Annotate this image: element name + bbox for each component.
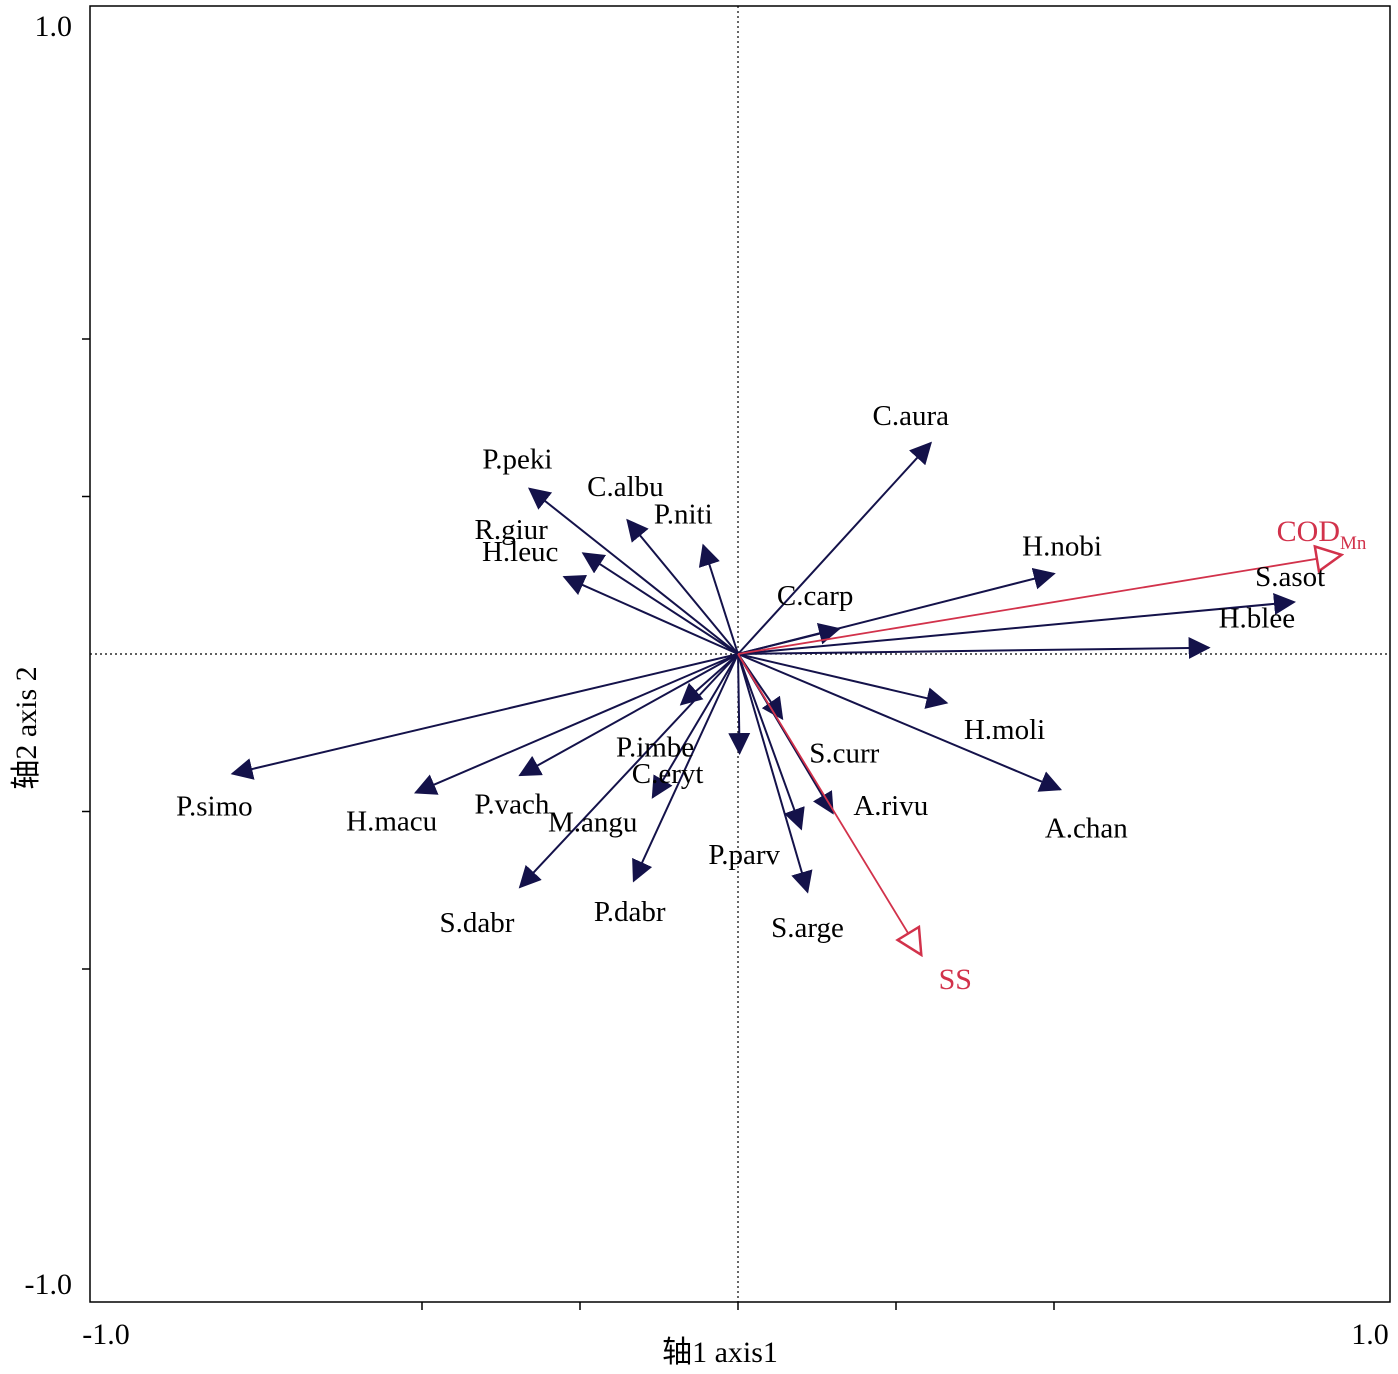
species-arrow-r-giur xyxy=(581,552,739,655)
species-arrow-p-parv xyxy=(737,653,805,831)
species-arrow-p-dabr xyxy=(632,653,739,883)
species-label-c-carp: C.carp xyxy=(777,580,854,612)
species-arrow-p-niti xyxy=(698,543,739,655)
species-label-h-leuc: H.leuc xyxy=(482,536,559,568)
species-arrow-p-vach xyxy=(518,653,739,777)
species-label-s-asot: S.asot xyxy=(1255,561,1325,593)
species-arrow-p-simo xyxy=(230,653,739,780)
species-arrow-s-arge xyxy=(737,653,813,894)
species-arrow-c-albu xyxy=(626,518,739,655)
env-label-subscript: Mn xyxy=(1340,533,1367,554)
y-tick-label-max: 1.0 xyxy=(35,10,73,43)
species-label-c-albu: C.albu xyxy=(587,471,664,503)
env-arrow-cod xyxy=(737,555,1342,655)
environment-arrows xyxy=(737,555,1342,955)
species-label-p-dabr: P.dabr xyxy=(594,896,666,928)
species-label-p-niti: P.niti xyxy=(654,498,713,530)
x-tick-label-max: 1.0 xyxy=(1351,1318,1389,1351)
species-arrow-c-carp xyxy=(737,623,841,655)
x-tick-label-min: -1.0 xyxy=(82,1318,130,1351)
species-arrow-h-macu xyxy=(413,653,739,795)
species-label-m-angu: M.angu xyxy=(548,806,637,838)
axis-ticks xyxy=(82,338,1055,1310)
y-axis-title: 轴2 axis 2 xyxy=(10,666,43,789)
x-axis-title: 轴1 axis1 xyxy=(662,1336,778,1369)
env-label-main: SS xyxy=(939,963,972,996)
species-arrow-c-eryt xyxy=(728,653,751,756)
species-label-c-aura: C.aura xyxy=(873,400,950,432)
species-arrows xyxy=(230,441,1296,894)
species-arrow-h-moli xyxy=(737,653,949,709)
env-label-ss: SS xyxy=(939,963,972,996)
y-tick-label-min: -1.0 xyxy=(25,1268,73,1301)
species-arrow-m-angu xyxy=(651,653,739,799)
species-label-p-simo: P.simo xyxy=(176,791,253,823)
species-label-h-nobi: H.nobi xyxy=(1022,531,1102,563)
species-arrow-a-chan xyxy=(737,653,1063,792)
species-label-h-blee: H.blee xyxy=(1219,603,1296,635)
species-label-p-imbe: P.imbe xyxy=(616,731,694,763)
species-label-a-rivu: A.rivu xyxy=(853,790,928,822)
species-label-h-macu: H.macu xyxy=(346,806,437,838)
species-arrow-s-dabr xyxy=(518,653,739,889)
species-label-s-arge: S.arge xyxy=(771,912,844,944)
env-label-cod: CODMn xyxy=(1277,515,1367,554)
species-arrow-p-peki xyxy=(528,487,739,655)
species-arrow-s-asot xyxy=(737,592,1296,655)
env-arrow-ss xyxy=(737,653,921,955)
species-arrow-c-aura xyxy=(737,441,932,655)
species-label-h-moli: H.moli xyxy=(964,714,1045,746)
species-label-a-chan: A.chan xyxy=(1045,812,1128,844)
species-arrow-p-imbe xyxy=(679,653,739,706)
species-label-s-curr: S.curr xyxy=(809,738,879,770)
species-label-s-dabr: S.dabr xyxy=(439,907,514,939)
species-label-p-peki: P.peki xyxy=(482,444,552,476)
species-label-r-giur: R.giur xyxy=(475,514,549,546)
species-label-p-vach: P.vach xyxy=(474,788,549,820)
env-label-main: COD xyxy=(1277,515,1340,548)
species-arrow-h-blee xyxy=(737,636,1211,659)
species-arrow-h-leuc xyxy=(562,574,739,655)
species-label-p-parv: P.parv xyxy=(708,839,780,871)
species-label-c-eryt: C.eryt xyxy=(632,758,704,790)
